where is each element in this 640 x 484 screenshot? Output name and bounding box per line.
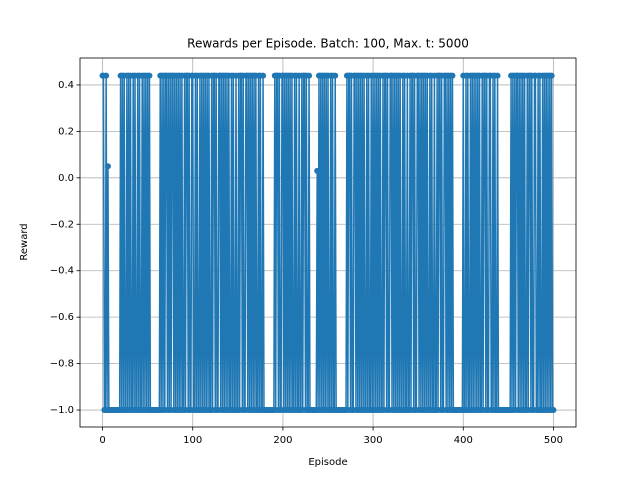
point [494,72,501,79]
y-tick-label: −0.4 [50,266,74,277]
x-tick-label: 500 [544,435,563,446]
x-axis-label: Episode [308,457,347,468]
x-tick-label: 400 [454,435,473,446]
point [306,72,313,79]
point [550,407,557,414]
point [449,72,456,79]
y-tick-label: 0.2 [58,126,74,137]
point [332,72,339,79]
point [104,163,111,170]
point [260,72,267,79]
point [314,167,321,174]
point [146,72,153,79]
y-tick-label: −0.6 [50,312,74,323]
x-tick-label: 100 [183,435,202,446]
plot-frame [79,57,577,428]
y-axis-label: Reward [19,223,30,260]
x-tick-label: 0 [99,435,105,446]
x-tick-label: 300 [364,435,383,446]
line [102,74,554,411]
y-tick-label: 0.0 [58,173,74,184]
y-tick-label: −0.8 [50,359,74,370]
x-tick-label: 200 [273,435,292,446]
y-tick-label: 0.4 [58,80,74,91]
y-tick-label: −0.2 [50,219,74,230]
y-tick-label: −1.0 [50,405,74,416]
point [548,72,555,79]
chart-title: Rewards per Episode. Batch: 100, Max. t:… [187,37,469,51]
point [103,72,110,79]
